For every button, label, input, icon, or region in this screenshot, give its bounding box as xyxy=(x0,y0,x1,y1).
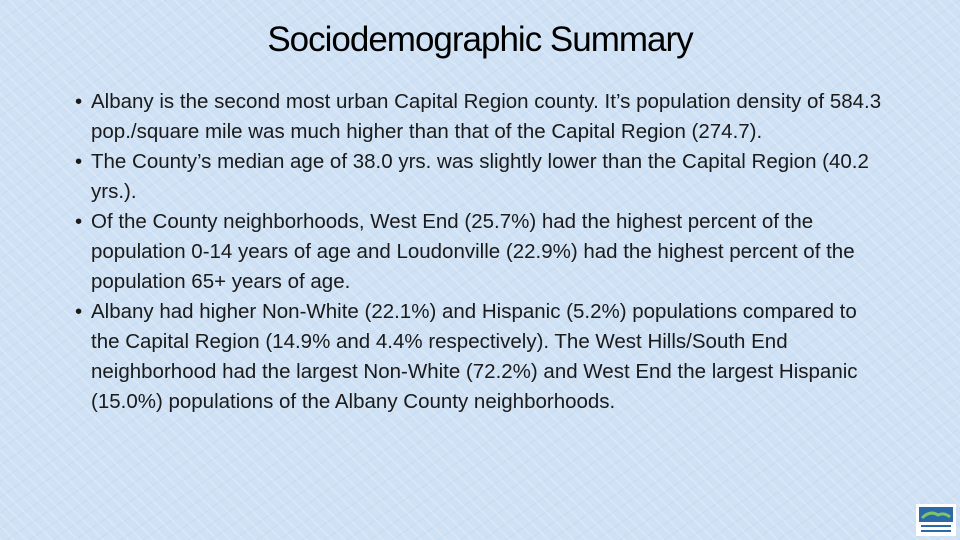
bullet-text: Albany is the second most urban Capital … xyxy=(91,90,882,143)
bullet-dot: • xyxy=(75,90,83,113)
bullet-text: Albany had higher Non-White (22.1%) and … xyxy=(91,300,858,413)
bullet-item: • The County’s median age of 38.0 yrs. wa… xyxy=(75,147,890,207)
logo xyxy=(916,504,956,536)
logo-line xyxy=(921,525,951,527)
logo-line xyxy=(921,530,951,532)
bullet-item: • Albany had higher Non-White (22.1%) and… xyxy=(75,297,890,417)
bullet-text: The County’s median age of 38.0 yrs. was… xyxy=(91,150,869,203)
bullet-dot: • xyxy=(75,210,83,233)
bullet-list: • Albany is the second most urban Capital… xyxy=(75,87,890,417)
logo-swoosh xyxy=(920,511,951,520)
bullet-dot: • xyxy=(75,300,83,323)
bullet-text: Of the County neighborhoods, West End (2… xyxy=(91,210,855,293)
bullet-item: • Of the County neighborhoods, West End (… xyxy=(75,207,890,297)
bullet-item: • Albany is the second most urban Capital… xyxy=(75,87,890,147)
bullet-dot: • xyxy=(75,150,83,173)
slide-title: Sociodemographic Summary xyxy=(267,20,693,59)
